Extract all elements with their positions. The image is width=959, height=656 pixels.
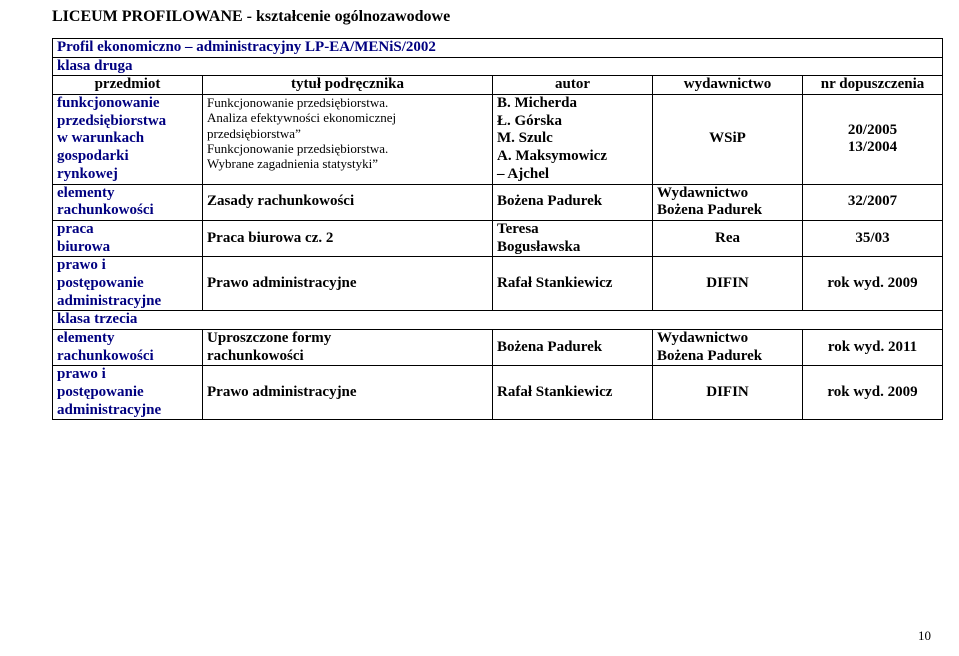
text: funkcjonowanie bbox=[57, 95, 160, 111]
col-author: autor bbox=[493, 76, 653, 95]
subject-cell: funkcjonowanie przedsiębiorstwa w warunk… bbox=[53, 95, 203, 184]
publisher-cell: Wydawnictwo Bożena Padurek bbox=[653, 184, 803, 220]
text: rachunkowości bbox=[57, 202, 154, 218]
text: rachunkowości bbox=[57, 348, 154, 364]
table-row: funkcjonowanie przedsiębiorstwa w warunk… bbox=[53, 95, 943, 184]
table-row: elementy rachunkowości Uproszczone formy… bbox=[53, 330, 943, 366]
table-row: prawo i postępowanie administracyjne Pra… bbox=[53, 257, 943, 311]
text: przedsiębiorstwa” bbox=[207, 126, 301, 141]
profile-row: Profil ekonomiczno – administracyjny LP-… bbox=[53, 39, 943, 58]
text: B. Micherda bbox=[497, 95, 577, 111]
profile-cell: Profil ekonomiczno – administracyjny LP-… bbox=[53, 39, 943, 58]
subject-cell: praca biurowa bbox=[53, 220, 203, 256]
col-publisher: wydawnictwo bbox=[653, 76, 803, 95]
table-row: praca biurowa Praca biurowa cz. 2 Teresa… bbox=[53, 220, 943, 256]
text: 20/2005 bbox=[848, 122, 897, 138]
klasa2-row: klasa druga bbox=[53, 57, 943, 76]
text: Funkcjonowanie przedsiębiorstwa. bbox=[207, 141, 388, 156]
text: praca bbox=[57, 221, 94, 237]
publisher-cell: Wydawnictwo Bożena Padurek bbox=[653, 330, 803, 366]
text: Wydawnictwo bbox=[657, 330, 748, 346]
klasa3-cell: klasa trzecia bbox=[53, 311, 943, 330]
publisher-cell: WSiP bbox=[653, 95, 803, 184]
text: Bogusławska bbox=[497, 239, 580, 255]
col-title: tytuł podręcznika bbox=[203, 76, 493, 95]
page-number: 10 bbox=[918, 628, 931, 644]
text: 13/2004 bbox=[848, 139, 897, 155]
text: przedsiębiorstwa bbox=[57, 113, 166, 129]
table-row: elementy rachunkowości Zasady rachunkowo… bbox=[53, 184, 943, 220]
text: A. Maksymowicz bbox=[497, 148, 607, 164]
header-row: przedmiot tytuł podręcznika autor wydawn… bbox=[53, 76, 943, 95]
publisher-cell: DIFIN bbox=[653, 257, 803, 311]
text: elementy bbox=[57, 185, 114, 201]
text: prawo i bbox=[57, 257, 106, 273]
author-cell: Teresa Bogusławska bbox=[493, 220, 653, 256]
number-cell: rok wyd. 2009 bbox=[803, 366, 943, 420]
number-cell: 35/03 bbox=[803, 220, 943, 256]
text: w warunkach bbox=[57, 130, 144, 146]
publisher-cell: Rea bbox=[653, 220, 803, 256]
publisher-cell: DIFIN bbox=[653, 366, 803, 420]
text: prawo i bbox=[57, 366, 106, 382]
text: gospodarki bbox=[57, 148, 129, 164]
klasa3-row: klasa trzecia bbox=[53, 311, 943, 330]
col-subject: przedmiot bbox=[53, 76, 203, 95]
subject-cell: prawo i postępowanie administracyjne bbox=[53, 366, 203, 420]
number-cell: rok wyd. 2009 bbox=[803, 257, 943, 311]
text: – Ajchel bbox=[497, 166, 549, 182]
text: M. Szulc bbox=[497, 130, 553, 146]
text: administracyjne bbox=[57, 402, 161, 418]
title-cell: Funkcjonowanie przedsiębiorstwa. Analiza… bbox=[203, 95, 493, 184]
klasa2-cell: klasa druga bbox=[53, 57, 943, 76]
text: Analiza efektywności ekonomicznej bbox=[207, 110, 396, 125]
text: Uproszczone formy bbox=[207, 330, 331, 346]
number-cell: 20/2005 13/2004 bbox=[803, 95, 943, 184]
table-row: prawo i postępowanie administracyjne Pra… bbox=[53, 366, 943, 420]
page-title: LICEUM PROFILOWANE - kształcenie ogólnoz… bbox=[52, 8, 939, 26]
number-cell: rok wyd. 2011 bbox=[803, 330, 943, 366]
text: Ł. Górska bbox=[497, 113, 562, 129]
author-cell: Bożena Padurek bbox=[493, 330, 653, 366]
subject-cell: elementy rachunkowości bbox=[53, 330, 203, 366]
author-cell: Rafał Stankiewicz bbox=[493, 366, 653, 420]
author-cell: B. Micherda Ł. Górska M. Szulc A. Maksym… bbox=[493, 95, 653, 184]
text: Bożena Padurek bbox=[657, 348, 762, 364]
subject-cell: elementy rachunkowości bbox=[53, 184, 203, 220]
col-number: nr dopuszczenia bbox=[803, 76, 943, 95]
author-cell: Rafał Stankiewicz bbox=[493, 257, 653, 311]
title-cell: Uproszczone formy rachunkowości bbox=[203, 330, 493, 366]
text: Wydawnictwo bbox=[657, 185, 748, 201]
main-table: Profil ekonomiczno – administracyjny LP-… bbox=[52, 38, 943, 420]
title-cell: Prawo administracyjne bbox=[203, 366, 493, 420]
text: administracyjne bbox=[57, 293, 161, 309]
number-cell: 32/2007 bbox=[803, 184, 943, 220]
text: postępowanie bbox=[57, 384, 144, 400]
text: Wybrane zagadnienia statystyki” bbox=[207, 156, 378, 171]
title-cell: Prawo administracyjne bbox=[203, 257, 493, 311]
title-cell: Praca biurowa cz. 2 bbox=[203, 220, 493, 256]
title-cell: Zasady rachunkowości bbox=[203, 184, 493, 220]
text: Teresa bbox=[497, 221, 539, 237]
text: postępowanie bbox=[57, 275, 144, 291]
text: Bożena Padurek bbox=[657, 202, 762, 218]
text: biurowa bbox=[57, 239, 110, 255]
subject-cell: prawo i postępowanie administracyjne bbox=[53, 257, 203, 311]
author-cell: Bożena Padurek bbox=[493, 184, 653, 220]
text: Funkcjonowanie przedsiębiorstwa. bbox=[207, 95, 388, 110]
text: rynkowej bbox=[57, 166, 118, 182]
text: rachunkowości bbox=[207, 348, 304, 364]
text: elementy bbox=[57, 330, 114, 346]
